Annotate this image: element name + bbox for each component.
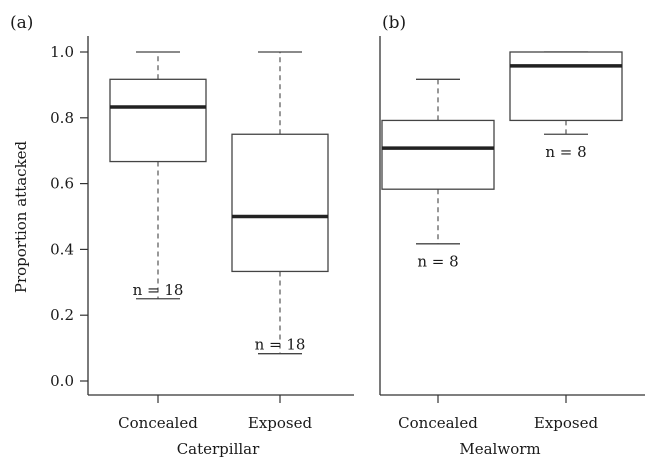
n-label: n = 18: [255, 336, 306, 354]
n-label: n = 8: [417, 252, 458, 270]
y-tick-label: 1.0: [50, 43, 74, 61]
y-tick-label: 0.8: [50, 109, 74, 127]
box-iqr: [109, 78, 207, 163]
panel-label: (b): [382, 13, 406, 33]
x-axis-label: Caterpillar: [177, 440, 260, 458]
y-tick-label: 0.4: [50, 240, 74, 258]
x-tick-label: Exposed: [534, 414, 599, 432]
x-tick-label: Exposed: [248, 414, 313, 432]
panel-b: (b) Concealed n = 8 Exposed n = 8 Mealworm: [379, 13, 645, 458]
x-tick-label: Concealed: [398, 414, 478, 432]
y-axis-label: Proportion attacked: [12, 140, 30, 293]
n-label: n = 8: [545, 143, 586, 161]
y-tick-label: 0.0: [50, 372, 74, 390]
box-iqr: [381, 119, 495, 190]
box-iqr: [509, 51, 623, 122]
y-tick-label: 0.6: [50, 175, 74, 193]
n-label: n = 18: [133, 281, 184, 299]
panel-a: (a) 0.0 0.2 0.4 0.6 0.8 1.0 Proportion attacked…: [10, 13, 354, 458]
panel-label: (a): [10, 13, 33, 33]
y-tick-label: 0.2: [50, 306, 74, 324]
x-tick-label: Concealed: [118, 414, 198, 432]
x-axis-label: Mealworm: [459, 440, 540, 458]
box-iqr: [231, 133, 329, 273]
